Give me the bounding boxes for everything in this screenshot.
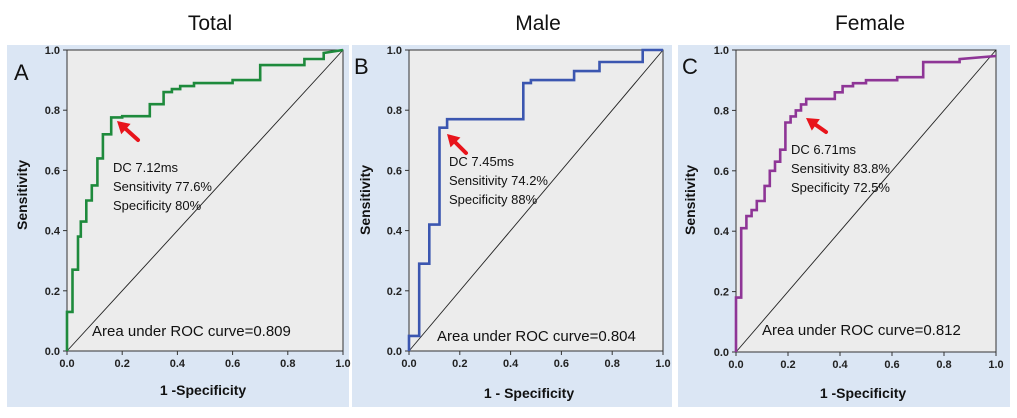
cutoff-annotation-line: DC 7.45ms — [449, 154, 515, 169]
y-tick-label: 0.4 — [387, 226, 403, 238]
x-tick-label: 1.0 — [988, 359, 1003, 371]
x-tick-label: 0.8 — [605, 358, 620, 370]
roc-panel-a: Total A 0.0 0.2 0.4 0.6 0.8 1.0 0.0 0.2 0.4 0.6 0.8 1… — [7, 12, 351, 407]
cutoff-annotation-line: Sensitivity 74.2% — [449, 173, 548, 188]
y-tick-label: 0.0 — [714, 347, 729, 359]
panel-letter: C — [682, 54, 698, 79]
auc-label: Area under ROC curve=0.809 — [92, 323, 291, 340]
y-tick-label: 1.0 — [714, 45, 729, 57]
x-tick-label: 0.0 — [401, 358, 416, 370]
chart-title: Total — [188, 12, 232, 35]
x-tick-label: 1.0 — [335, 358, 350, 370]
roc-panel-c: Female C 0.0 0.2 0.4 0.6 0.8 1.0 0.0 0.2 0.4 0.6 0.8… — [678, 12, 1010, 407]
reference-diagonal-line — [735, 49, 997, 353]
y-tick-label: 1.0 — [45, 45, 60, 57]
cutoff-annotation-line: Specificity 80% — [113, 198, 202, 213]
roc-curve-line — [407, 48, 663, 351]
x-tick-label: 0.6 — [225, 358, 240, 370]
x-tick-label: 0.0 — [59, 358, 74, 370]
y-axis-title: Sensitivity — [357, 165, 373, 235]
y-axis-title: Sensitivity — [14, 160, 30, 230]
x-axis-title: 1 -Specificity — [160, 382, 247, 398]
panel-letter: A — [14, 60, 29, 85]
roc-curve-line — [734, 54, 997, 352]
y-tick-label: 0.2 — [714, 287, 729, 299]
x-tick-label: 1.0 — [655, 358, 670, 370]
y-tick-label: 0.6 — [714, 166, 729, 178]
y-tick-label: 1.0 — [387, 45, 402, 57]
y-tick-label: 0.2 — [387, 286, 402, 298]
x-axis-title: 1 -Specificity — [820, 385, 907, 401]
cutoff-arrow-head — [806, 118, 820, 131]
x-tick-label: 0.2 — [115, 358, 130, 370]
reference-diagonal-line — [66, 49, 344, 352]
cutoff-annotation-line: DC 7.12ms — [113, 160, 179, 175]
x-tick-label: 0.0 — [728, 359, 743, 371]
chart-title: Female — [835, 12, 905, 35]
y-tick-label: 0.2 — [45, 286, 60, 298]
y-tick-label: 0.8 — [714, 105, 729, 117]
x-tick-label: 0.8 — [280, 358, 295, 370]
panel-letter: B — [354, 54, 369, 79]
x-tick-label: 0.2 — [452, 358, 467, 370]
cutoff-arrow-shaft — [813, 122, 828, 134]
y-tick-label: 0.8 — [45, 105, 60, 117]
cutoff-annotation-line: DC 6.71ms — [791, 142, 857, 157]
roc-panel-b: Male B 0.0 0.2 0.4 0.6 0.8 1.0 0.0 0.2 0.4 0.6 0.8 1.… — [352, 12, 672, 407]
cutoff-arrow-head — [117, 121, 131, 135]
auc-label: Area under ROC curve=0.812 — [762, 322, 961, 339]
x-tick-label: 0.6 — [554, 358, 569, 370]
y-tick-label: 0.8 — [387, 105, 402, 117]
cutoff-annotation-line: Specificity 72.5% — [791, 180, 890, 195]
x-tick-label: 0.8 — [936, 359, 951, 371]
cutoff-arrow-head — [447, 134, 461, 148]
y-tick-label: 0.6 — [387, 165, 402, 177]
cutoff-annotation-line: Specificity 88% — [449, 192, 538, 207]
x-tick-label: 0.6 — [884, 359, 899, 371]
y-tick-label: 0.4 — [45, 226, 61, 238]
reference-diagonal-line — [408, 49, 664, 352]
roc-curve-line — [65, 48, 344, 351]
cutoff-arrow-shaft — [453, 140, 468, 155]
cutoff-annotation-line: Sensitivity 83.8% — [791, 161, 890, 176]
x-tick-label: 0.4 — [503, 358, 519, 370]
cutoff-annotation-line: Sensitivity 77.6% — [113, 179, 212, 194]
y-tick-label: 0.0 — [45, 346, 60, 358]
x-tick-label: 0.2 — [780, 359, 795, 371]
y-tick-label: 0.6 — [45, 165, 60, 177]
y-tick-label: 0.4 — [714, 226, 730, 238]
y-axis-title: Sensitivity — [682, 165, 698, 235]
cutoff-arrow-shaft — [123, 127, 140, 142]
x-tick-label: 0.4 — [832, 359, 848, 371]
auc-label: Area under ROC curve=0.804 — [437, 328, 636, 345]
x-tick-label: 0.4 — [170, 358, 186, 370]
x-axis-title: 1 - Specificity — [484, 385, 574, 401]
y-tick-label: 0.0 — [387, 346, 402, 358]
chart-title: Male — [515, 12, 561, 35]
